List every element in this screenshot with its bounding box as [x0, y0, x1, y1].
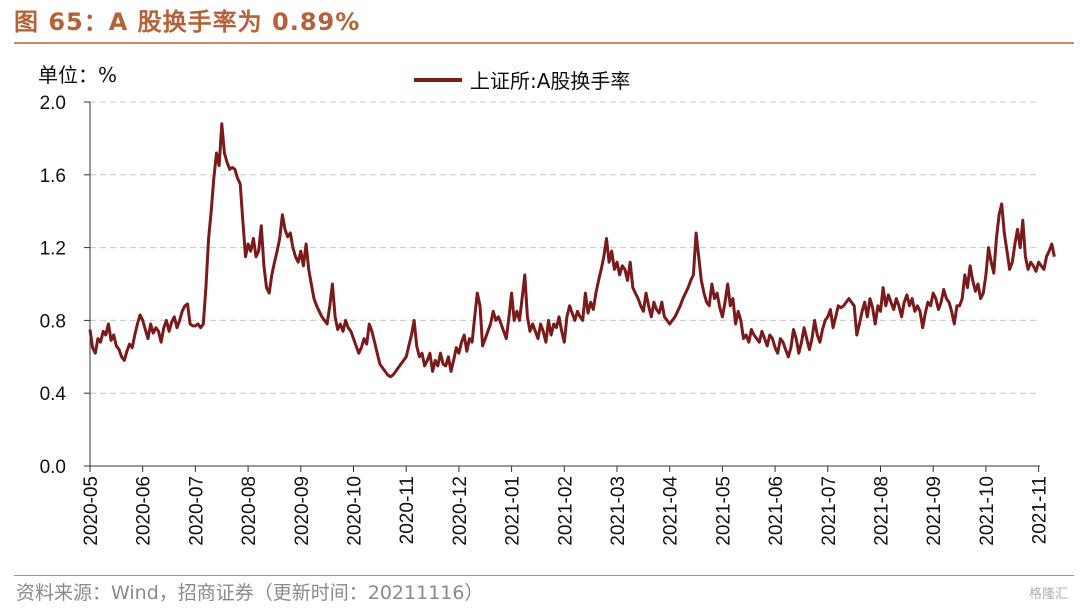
- y-axis: 0.0 0.4 0.8 1.2 1.6 2.0: [40, 93, 91, 478]
- x-tick-label: 2021-08: [872, 476, 893, 546]
- x-tick-label: 2020-06: [134, 476, 155, 546]
- x-tick-label: 2020-08: [239, 476, 260, 546]
- y-tick-label: 1.2: [40, 239, 66, 260]
- x-tick-label: 2021-07: [819, 476, 840, 546]
- footer-divider: [14, 575, 1074, 576]
- x-tick-label: 2020-11: [397, 476, 418, 544]
- line-chart: 单位：% 0.00.40.81.21.62.0 2020-05 2020-06 20…: [38, 63, 1056, 546]
- y-tick-label: 1.6: [40, 166, 66, 187]
- x-tick-label: 2021-06: [766, 476, 787, 546]
- y-tick-label: 0.8: [40, 311, 66, 332]
- unit-label: 单位：%: [38, 63, 117, 87]
- legend: 上证所:A股换手率: [414, 69, 630, 93]
- y-tick-label: 0.4: [40, 384, 67, 405]
- grid-lines: [90, 101, 1040, 394]
- x-tick-label: 2021-01: [503, 476, 524, 546]
- x-tick-label: 2020-09: [292, 476, 313, 546]
- figure-title: 图 65：A 股换手率为 0.89%: [14, 8, 361, 36]
- y-tick-label: 2.0: [40, 93, 66, 114]
- y-tick-label: 0.0: [40, 457, 66, 478]
- x-tick-label: 2021-11: [1030, 476, 1051, 544]
- legend-label: 上证所:A股换手率: [470, 69, 630, 93]
- x-tick-label: 2021-04: [661, 476, 682, 546]
- title-divider: [14, 42, 1074, 44]
- x-tick-label: 2020-10: [345, 476, 366, 546]
- x-tick-label: 2020-07: [186, 476, 207, 546]
- x-tick-label: 2021-10: [977, 476, 998, 546]
- x-tick-label: 2021-05: [713, 476, 734, 546]
- x-tick-label: 2020-05: [81, 476, 102, 546]
- series-group: [88, 122, 1056, 379]
- series-line: [88, 122, 1056, 379]
- x-tick-label: 2021-03: [608, 476, 629, 546]
- x-axis: 2020-05 2020-06 2020-07 2020-08 2020-09 2020-…: [81, 465, 1051, 546]
- source-note: 资料来源：Wind，招商证券（更新时间：20211116）: [16, 582, 484, 604]
- watermark-logo: 格隆汇: [1028, 587, 1068, 602]
- x-tick-label: 2020-12: [450, 476, 471, 546]
- x-tick-label: 2021-09: [924, 476, 945, 546]
- x-tick-label: 2021-02: [555, 476, 576, 546]
